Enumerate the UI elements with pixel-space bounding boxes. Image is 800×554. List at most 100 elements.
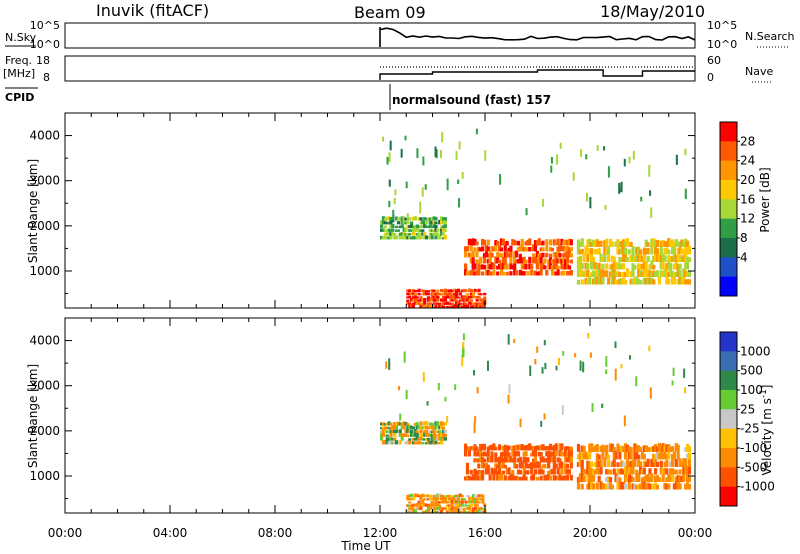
echo-cell xyxy=(443,507,447,510)
echo-cell xyxy=(606,454,611,460)
echo-cell xyxy=(466,293,470,296)
echo-cell xyxy=(428,433,432,437)
echo-cell xyxy=(417,500,421,504)
echo-cell xyxy=(479,443,483,451)
echo-cell xyxy=(473,511,477,513)
echo-cell xyxy=(421,232,425,236)
echo-cell xyxy=(434,146,437,158)
echo-cell xyxy=(501,462,505,469)
echo-cell xyxy=(447,494,451,498)
echo-cell xyxy=(625,477,629,483)
echo-cell xyxy=(620,481,624,490)
echo-cell xyxy=(569,455,573,463)
echo-cell xyxy=(509,263,513,270)
echo-cell xyxy=(649,190,652,196)
echo-cell xyxy=(425,292,429,296)
echo-cell xyxy=(440,225,444,229)
echo-cell xyxy=(552,450,556,457)
echo-cell xyxy=(601,263,605,270)
echo-cell xyxy=(620,468,624,475)
echo-cell xyxy=(398,429,402,434)
echo-cell xyxy=(443,296,447,299)
echo-cell xyxy=(663,444,667,452)
echo-cell xyxy=(593,249,598,255)
echo-cell xyxy=(667,255,671,262)
echo-cell xyxy=(402,425,406,430)
echo-cell xyxy=(541,262,545,270)
echo-cell xyxy=(635,276,639,285)
echo-cell xyxy=(603,253,607,262)
echo-cell xyxy=(456,497,461,501)
echo-cell xyxy=(438,504,442,507)
echo-cell xyxy=(470,500,474,504)
echo-cell xyxy=(576,454,581,460)
echo-cell xyxy=(464,302,468,305)
echo-cell xyxy=(410,236,414,240)
echo-cell xyxy=(406,292,410,296)
echo-cell xyxy=(526,444,530,451)
echo-cell xyxy=(530,452,534,457)
colorbar-segment xyxy=(720,276,737,297)
echo-cell xyxy=(659,255,663,262)
echo-cell xyxy=(440,440,444,445)
y-tick-label: 1000 xyxy=(29,264,60,278)
echo-cell xyxy=(453,504,457,507)
echo-cell xyxy=(533,446,538,451)
echo-cell xyxy=(610,275,614,285)
echo-cell xyxy=(413,292,417,296)
echo-cell xyxy=(425,218,429,221)
echo-cell xyxy=(556,246,560,252)
echo-cell xyxy=(687,483,692,490)
echo-cell xyxy=(655,484,660,490)
echo-cell xyxy=(474,415,477,424)
echo-cell xyxy=(469,253,473,258)
echo-cell xyxy=(597,277,601,285)
noise-tick-left-top: 10^5 xyxy=(30,19,60,32)
echo-cell xyxy=(665,483,669,490)
echo-cell xyxy=(567,250,572,258)
echo-cell xyxy=(520,263,524,270)
echo-cell xyxy=(642,480,646,490)
echo-cell xyxy=(569,462,573,469)
echo-cell xyxy=(507,394,510,404)
echo-cell xyxy=(456,500,461,504)
echo-cell xyxy=(406,429,410,434)
echo-cell xyxy=(389,232,393,236)
echo-cell xyxy=(398,225,402,229)
echo-cell xyxy=(415,432,419,437)
echo-cell xyxy=(520,461,524,469)
echo-cell xyxy=(638,466,643,475)
echo-cell xyxy=(535,258,539,264)
echo-cell xyxy=(445,504,449,507)
echo-cell xyxy=(460,500,464,504)
echo-cell xyxy=(672,469,677,475)
nave-label: Nave xyxy=(745,65,773,78)
echo-cell xyxy=(455,291,459,296)
echo-cell xyxy=(479,264,483,270)
echo-cell xyxy=(579,360,582,371)
echo-cell xyxy=(380,235,384,240)
echo-cell xyxy=(391,232,395,236)
echo-cell xyxy=(618,241,622,247)
echo-cell xyxy=(432,289,436,293)
echo-cell xyxy=(674,254,678,262)
echo-cell xyxy=(665,276,669,285)
echo-cell xyxy=(616,239,620,247)
echo-cell xyxy=(652,483,656,490)
echo-cell xyxy=(462,509,466,513)
echo-cell xyxy=(419,429,423,434)
echo-cell xyxy=(556,265,560,270)
echo-cell xyxy=(511,469,515,475)
echo-cell xyxy=(522,445,526,451)
echo-cell xyxy=(410,298,414,302)
echo-cell xyxy=(381,236,386,240)
echo-cell xyxy=(644,461,648,467)
echo-cell xyxy=(646,458,650,467)
echo-cell xyxy=(396,421,401,426)
echo-cell xyxy=(642,260,646,270)
echo-cell xyxy=(496,457,500,463)
y-tick-label: 4000 xyxy=(29,334,60,348)
echo-cell xyxy=(665,444,669,452)
echo-cell xyxy=(518,462,522,469)
echo-cell xyxy=(513,239,517,246)
